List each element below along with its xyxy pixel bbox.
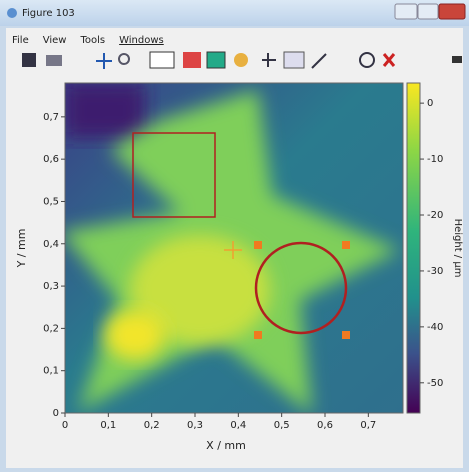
handle[interactable] <box>342 241 350 249</box>
palette-icon[interactable] <box>234 53 248 67</box>
print-icon[interactable] <box>46 55 62 66</box>
colorbar-tick-label: -50 <box>427 378 443 389</box>
y-tick-label: 0,1 <box>43 366 59 377</box>
y-tick-label: 0,2 <box>43 323 59 334</box>
colorbar-tick-label: -10 <box>427 154 443 165</box>
x-axis-label: X / mm <box>206 439 246 452</box>
x-tick-label: 0,6 <box>317 420 333 431</box>
x-tick-label: 0,2 <box>144 420 160 431</box>
y-tick-label: 0 <box>53 408 59 419</box>
x-tick-label: 0 <box>62 420 68 431</box>
y-axis-label: Y / mm <box>15 229 28 269</box>
colorbar <box>407 83 420 413</box>
colorbar-tick-label: -30 <box>427 266 443 277</box>
x-tick-label: 0,7 <box>360 420 376 431</box>
app-icon <box>7 8 17 18</box>
menu-item[interactable]: Tools <box>79 35 105 46</box>
x-tick-label: 0,4 <box>230 420 246 431</box>
minimize-button[interactable] <box>395 4 417 19</box>
heatmap-low <box>65 83 145 138</box>
menu-item[interactable]: Windows <box>119 35 164 46</box>
y-tick-label: 0,4 <box>43 239 59 250</box>
one-to-one-icon[interactable] <box>150 52 174 68</box>
y-tick-label: 0,3 <box>43 281 59 292</box>
colormap-icon[interactable] <box>183 52 201 68</box>
heatmap-peak <box>105 310 165 360</box>
x-tick-label: 0,5 <box>274 420 290 431</box>
app-window: Figure 103 File View Tools Windows X / mm Y… <box>0 0 469 472</box>
maximize-button[interactable] <box>418 4 438 19</box>
handle[interactable] <box>254 241 262 249</box>
heatmap <box>60 83 403 415</box>
handle[interactable] <box>342 331 350 339</box>
save-icon[interactable] <box>22 53 36 67</box>
menu-item[interactable]: View <box>43 35 67 46</box>
window-title: Figure 103 <box>22 8 75 19</box>
colorbar-label: Height / µm <box>452 219 463 278</box>
close-button[interactable] <box>439 4 465 19</box>
x-tick-label: 0,1 <box>100 420 116 431</box>
x-tick-label: 0,3 <box>187 420 203 431</box>
image-icon[interactable] <box>207 52 225 68</box>
colorbar-tick-label: 0 <box>427 98 433 109</box>
colorbar-tick-label: -40 <box>427 322 443 333</box>
center-icon[interactable] <box>284 52 304 68</box>
menu-item[interactable]: File <box>12 35 29 46</box>
handle[interactable] <box>254 331 262 339</box>
y-tick-label: 0,6 <box>43 154 59 165</box>
colorbar-tick-label: -20 <box>427 210 443 221</box>
y-tick-label: 0,5 <box>43 196 59 207</box>
y-tick-label: 0,7 <box>43 112 59 123</box>
dock-icon[interactable] <box>452 56 462 63</box>
